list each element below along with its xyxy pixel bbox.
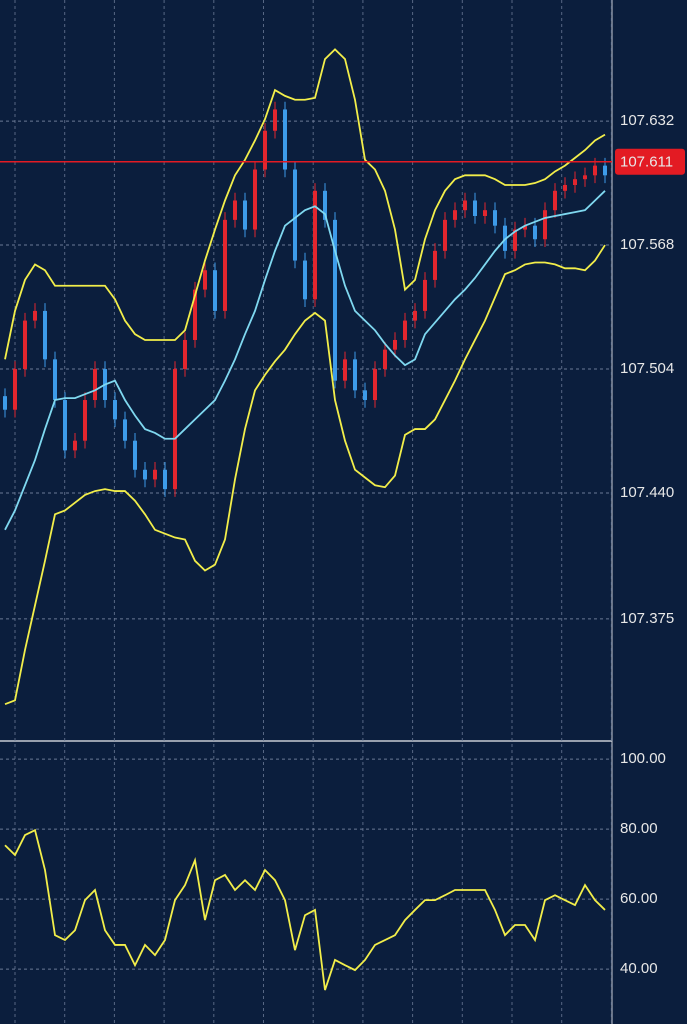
current-price-label: 107.611: [620, 154, 673, 171]
candle-body: [313, 190, 317, 300]
candle-body: [53, 359, 57, 401]
candle-body: [283, 109, 287, 170]
y-tick-label: 60.00: [620, 890, 658, 907]
candle-body: [433, 250, 437, 280]
candle-body: [273, 109, 277, 131]
candle-body: [553, 190, 557, 211]
candle-body: [13, 369, 17, 410]
candle-body: [263, 130, 267, 170]
y-tick-label: 100.00: [620, 750, 666, 767]
candle-body: [413, 310, 417, 321]
candle-body: [193, 289, 197, 340]
candle-body: [363, 390, 367, 401]
candle-body: [113, 400, 117, 420]
candle-body: [583, 175, 587, 180]
candle-body: [523, 225, 527, 230]
candle-body: [133, 440, 137, 470]
candle-body: [423, 279, 427, 311]
candle-body: [603, 165, 607, 176]
candle-body: [163, 469, 167, 490]
candle-body: [473, 200, 477, 216]
candle-body: [223, 219, 227, 311]
indicator-line: [4, 828, 606, 991]
candle-body: [453, 210, 457, 220]
y-tick-label: 107.504: [620, 360, 674, 377]
candle-body: [153, 469, 157, 480]
candle-body: [383, 349, 387, 370]
candle-body: [23, 320, 27, 370]
y-tick-label: 107.632: [620, 112, 674, 129]
candle-body: [393, 339, 397, 350]
candle-body: [203, 270, 207, 290]
candle-body: [513, 229, 517, 251]
candle-body: [543, 210, 547, 240]
y-tick-label: 107.568: [620, 236, 674, 253]
candle-body: [303, 260, 307, 300]
y-tick-label: 107.440: [620, 484, 674, 501]
y-tick-label: 80.00: [620, 820, 658, 837]
candle-body: [353, 359, 357, 391]
y-tick-label: 107.375: [620, 610, 674, 627]
candle-body: [213, 270, 217, 311]
current-price-box: [615, 148, 685, 175]
indicator-line: [4, 48, 606, 360]
y-tick-label: 40.00: [620, 960, 658, 977]
candle-body: [533, 225, 537, 240]
candle-body: [293, 169, 297, 261]
candle-body: [573, 179, 577, 185]
candle-body: [443, 219, 447, 251]
candle-body: [253, 169, 257, 230]
candle-body: [403, 320, 407, 340]
candle-body: [3, 396, 7, 410]
candle-body: [233, 200, 237, 220]
candle-body: [83, 400, 87, 441]
candle-body: [483, 210, 487, 216]
indicator-line: [4, 244, 606, 706]
candle-body: [63, 400, 67, 451]
candle-body: [593, 165, 597, 176]
candle-body: [493, 210, 497, 226]
candle-body: [243, 200, 247, 230]
candle-body: [33, 310, 37, 321]
candle-body: [343, 359, 347, 381]
candle-body: [93, 369, 97, 401]
candle-body: [333, 219, 337, 381]
candle-body: [123, 419, 127, 441]
candle-body: [183, 339, 187, 370]
candle-body: [73, 440, 77, 451]
candle-body: [143, 469, 147, 480]
indicator-line: [4, 190, 606, 531]
candle-body: [373, 369, 377, 401]
candle-body: [323, 190, 327, 220]
candle-body: [173, 369, 177, 490]
candle-body: [563, 185, 567, 191]
candle-body: [43, 310, 47, 360]
candle-body: [463, 200, 467, 211]
